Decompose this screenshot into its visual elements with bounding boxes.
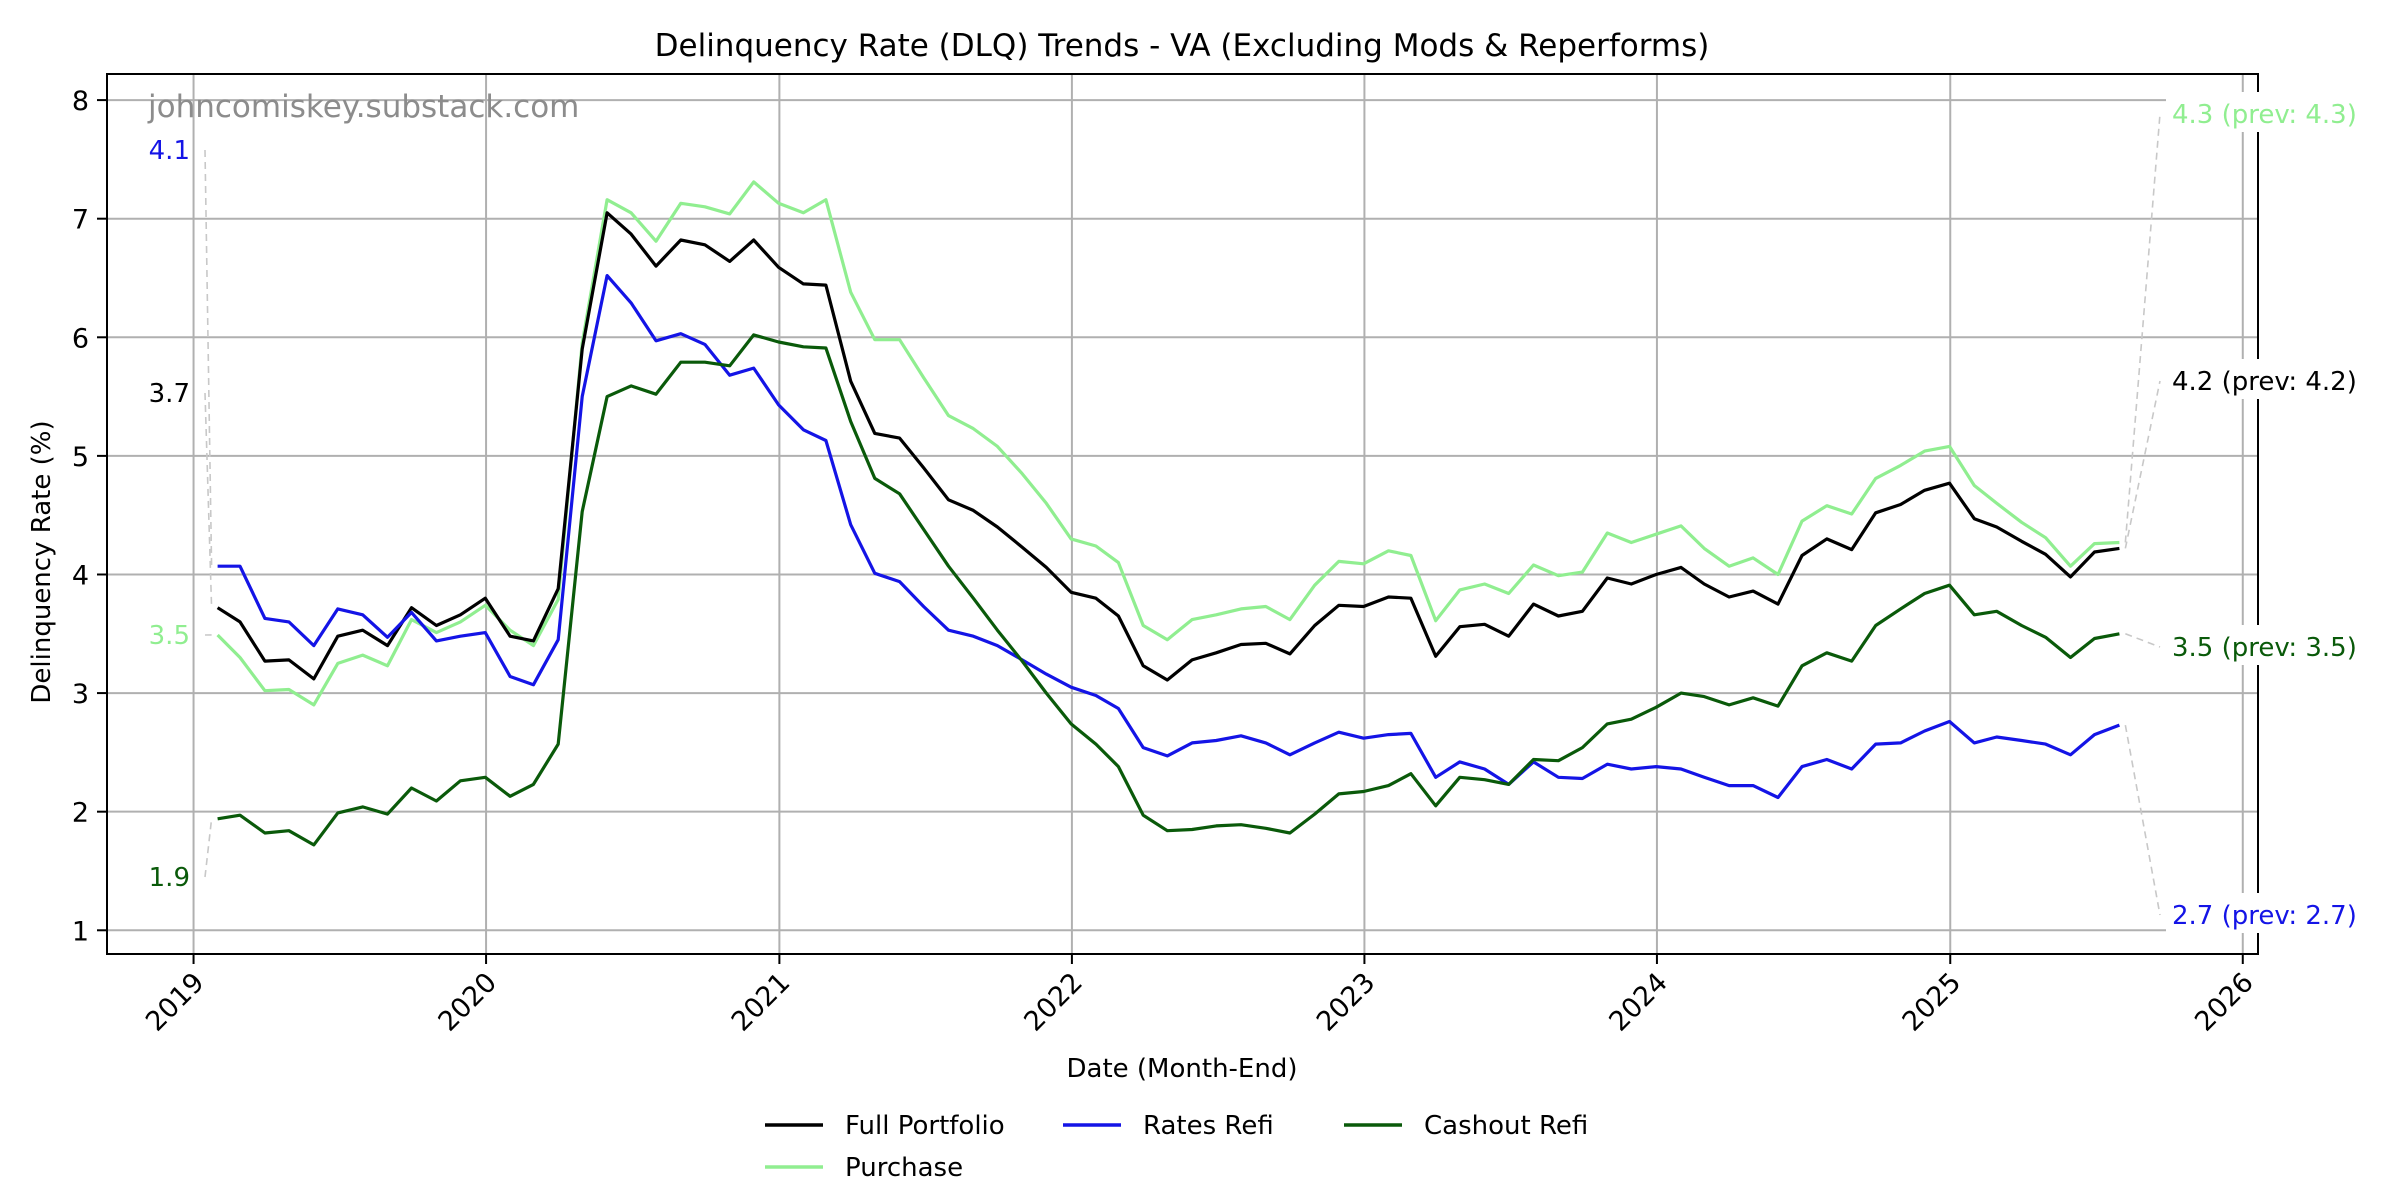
y-tick-label: 7 xyxy=(72,205,89,236)
end-label-purchase: 4.3 (prev: 4.3) xyxy=(2172,100,2357,130)
start-label-purchase: 3.5 xyxy=(149,621,190,651)
end-label-rates-refi: 2.7 (prev: 2.7) xyxy=(2172,901,2357,931)
y-tick-label: 8 xyxy=(72,86,89,117)
start-label-full-portfolio: 3.7 xyxy=(149,379,190,409)
y-tick-label: 6 xyxy=(72,323,89,354)
y-tick-label: 5 xyxy=(72,442,89,473)
legend-label-rates-refi: Rates Refi xyxy=(1143,1111,1274,1141)
legend-label-full-portfolio: Full Portfolio xyxy=(845,1111,1005,1141)
watermark-text: johncomiskey.substack.com xyxy=(147,89,579,125)
y-tick-label: 2 xyxy=(72,798,89,829)
start-label-rates-refi: 4.1 xyxy=(149,136,190,166)
legend-label-cashout-refi: Cashout Refi xyxy=(1424,1111,1588,1141)
chart-title: Delinquency Rate (DLQ) Trends - VA (Excl… xyxy=(655,28,1710,64)
x-axis-label: Date (Month-End) xyxy=(1067,1054,1298,1084)
y-axis-label: Delinquency Rate (%) xyxy=(27,420,57,703)
end-label-full-portfolio: 4.2 (prev: 4.2) xyxy=(2172,367,2357,397)
y-tick-label: 3 xyxy=(72,679,89,710)
y-tick-label: 1 xyxy=(72,916,89,947)
end-label-cashout-refi: 3.5 (prev: 3.5) xyxy=(2172,633,2357,663)
legend-label-purchase: Purchase xyxy=(845,1153,963,1183)
y-tick-label: 4 xyxy=(72,560,89,591)
start-label-cashout-refi: 1.9 xyxy=(149,863,190,893)
